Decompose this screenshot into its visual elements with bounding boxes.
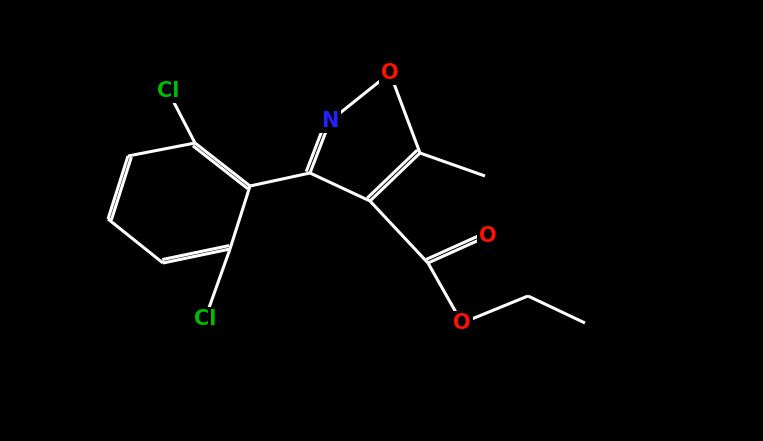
Text: Cl: Cl (157, 81, 179, 101)
Text: O: O (382, 63, 399, 83)
Text: N: N (321, 111, 339, 131)
Text: O: O (479, 226, 497, 246)
Text: O: O (453, 313, 471, 333)
Text: Cl: Cl (194, 309, 216, 329)
